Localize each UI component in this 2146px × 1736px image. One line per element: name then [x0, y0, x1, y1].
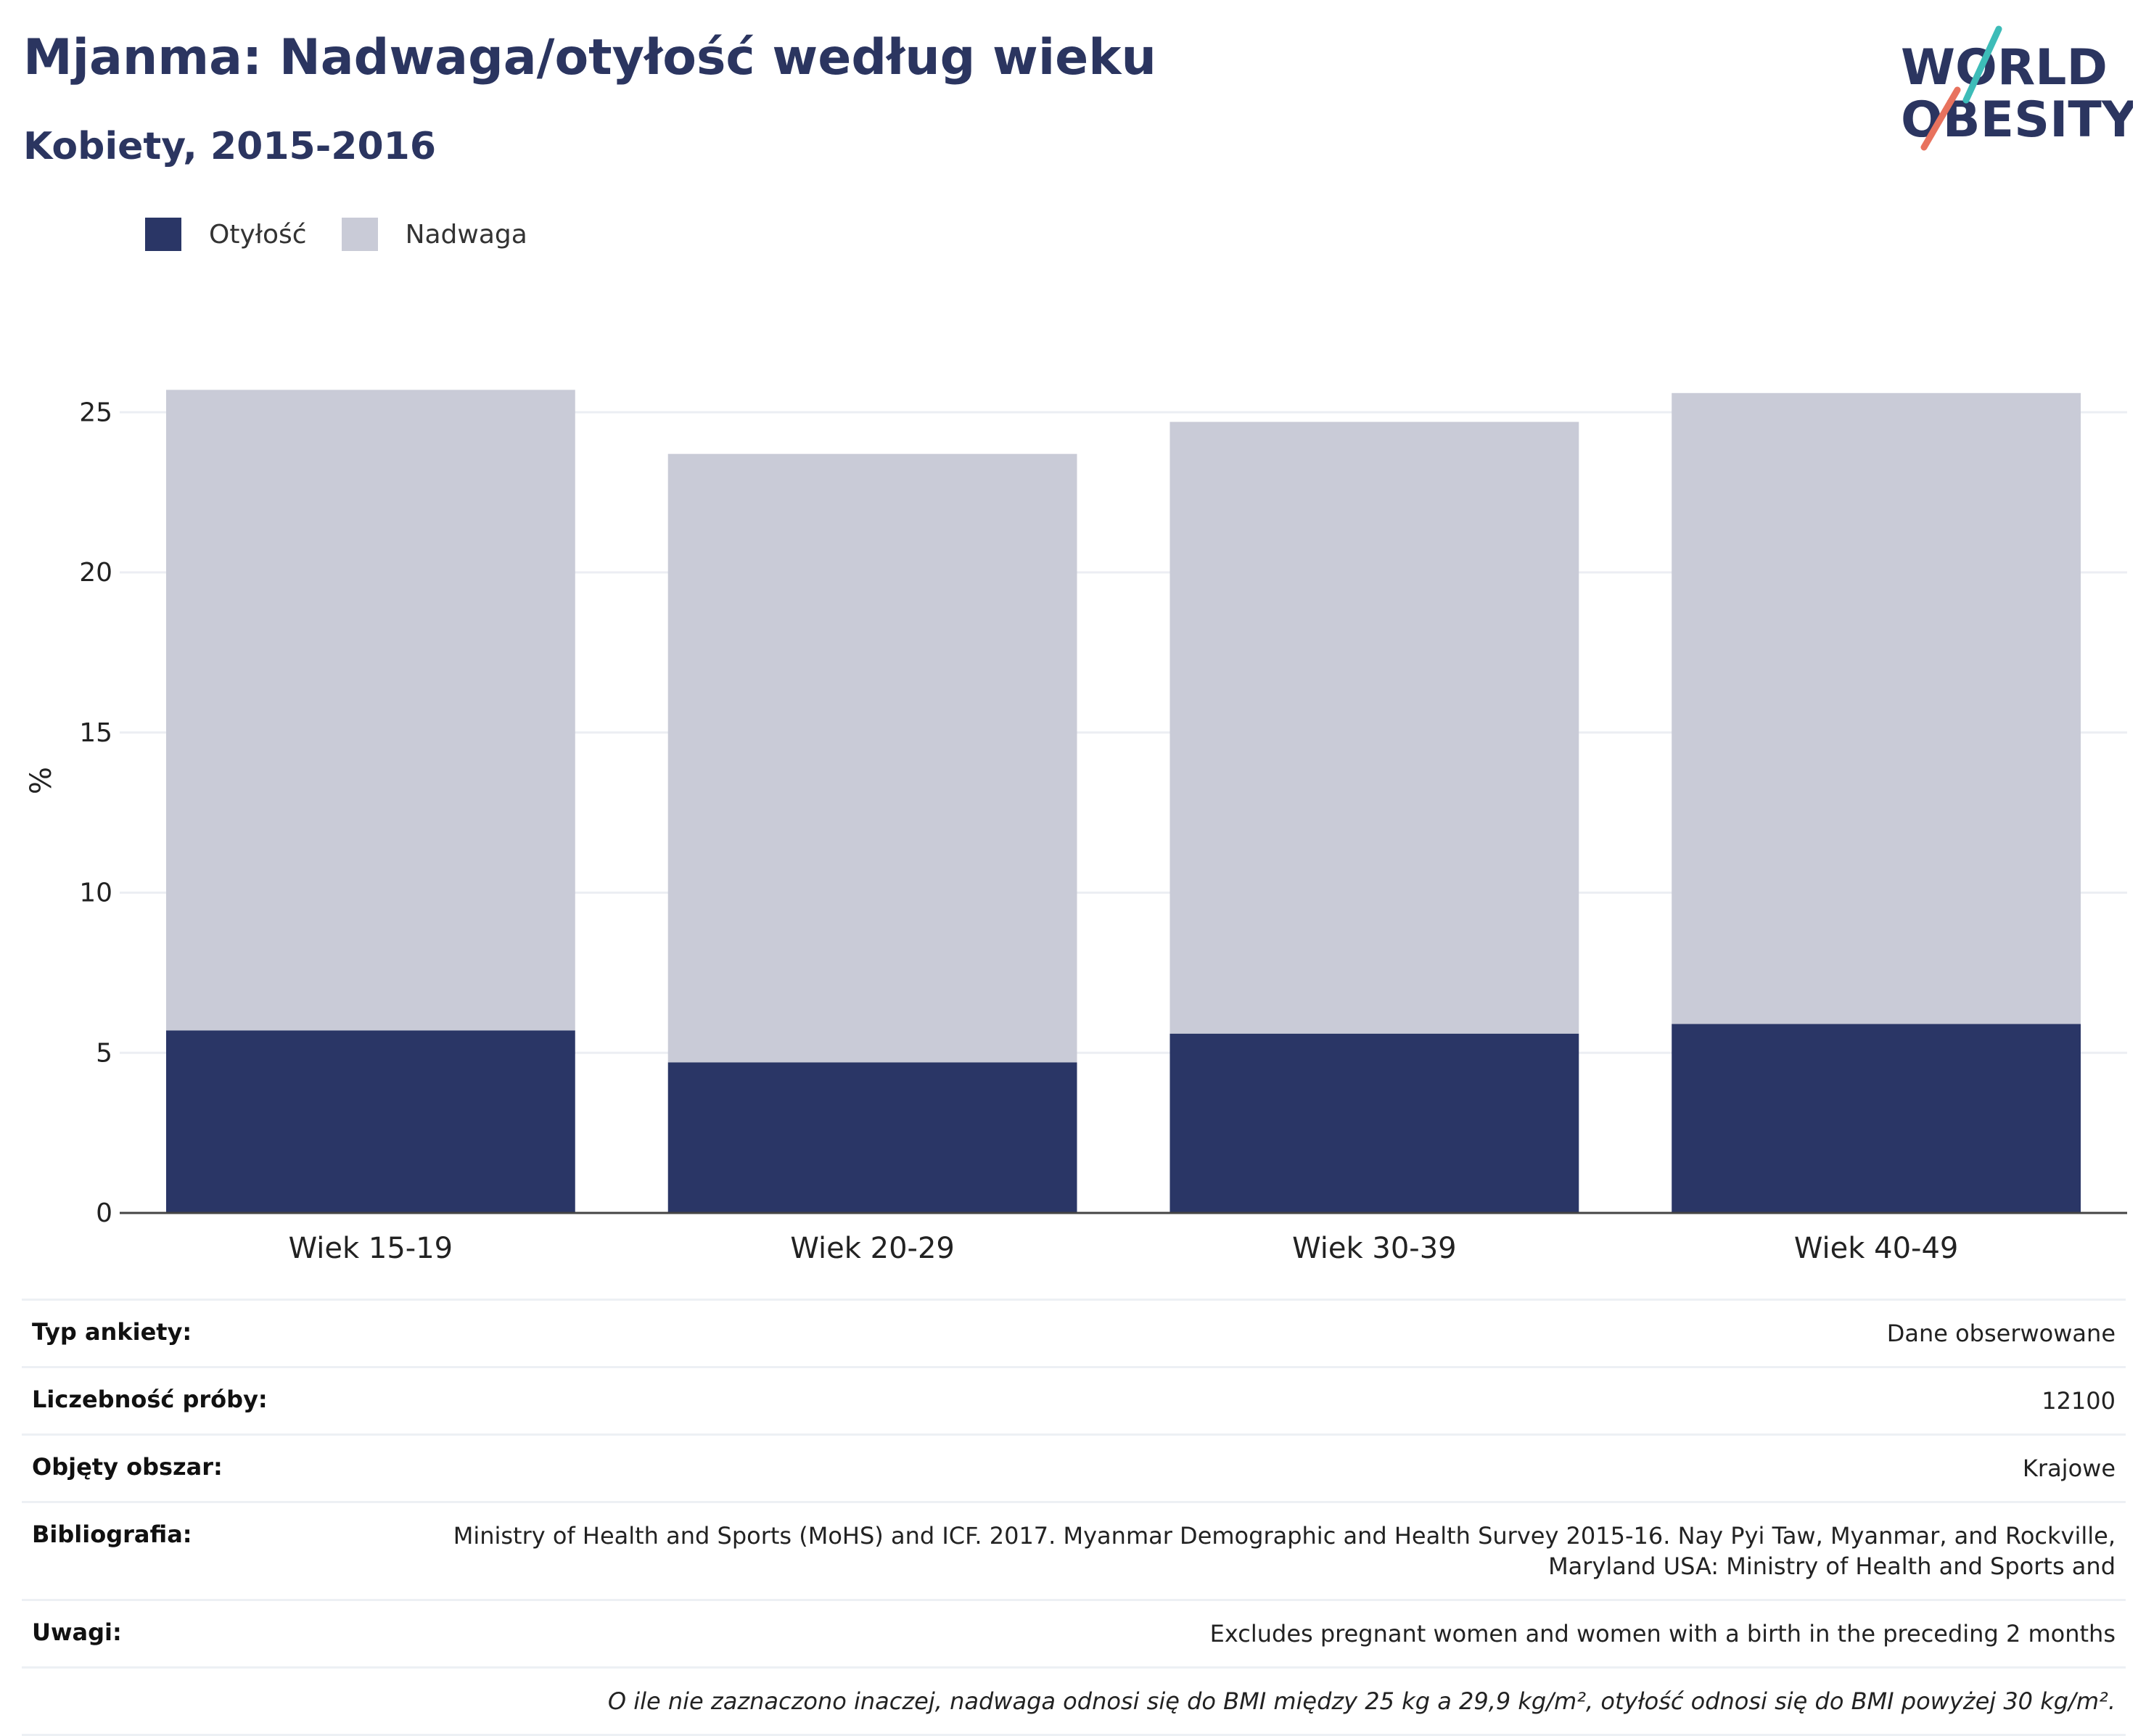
y-tick-label: 0 [96, 1198, 112, 1228]
bar-obesity-2 [667, 1062, 1077, 1213]
legend-item-obesity: Otyłość [145, 218, 307, 251]
legend-item-overweight: Nadwaga [341, 218, 527, 251]
bar-chart: 0 5 10 15 20 25 Wiek 15-19 Wiek 20-29 Wiek 30-39… [25, 390, 2127, 1265]
legend-swatch-overweight [341, 218, 378, 251]
y-tick-label: 20 [79, 558, 112, 588]
bar-overweight-2 [667, 453, 1077, 1063]
bar-overweight-1 [165, 390, 575, 1031]
legend-label-overweight: Nadwaga [405, 219, 527, 250]
bar-overweight-3 [1169, 421, 1579, 1034]
info-label: Typ ankiety: [32, 1318, 192, 1346]
info-value: Ministry of Health and Sports (MoHS) and… [453, 1522, 2116, 1580]
info-label: Uwagi: [32, 1618, 122, 1646]
info-value: 12100 [2042, 1387, 2116, 1415]
bar-obesity-3 [1169, 1033, 1579, 1213]
info-row-sample-size: Liczebność próby: 12100 [22, 1366, 2126, 1433]
info-row-bibliography: Bibliografia: Ministry of Health and Spo… [22, 1501, 2126, 1599]
y-tick-label: 15 [79, 718, 112, 748]
legend: Otyłość Nadwaga [145, 216, 562, 252]
y-tick-label: 10 [79, 879, 112, 908]
legend-label-obesity: Otyłość [209, 219, 307, 250]
info-label: Liczebność próby: [32, 1386, 268, 1413]
x-tick-label: Wiek 40-49 [1794, 1232, 1959, 1265]
info-value: Excludes pregnant women and women with a… [1209, 1620, 2116, 1647]
bar-obesity-4 [1672, 1024, 2081, 1213]
x-tick-label: Wiek 30-39 [1292, 1232, 1457, 1265]
x-tick-label: Wiek 15-19 [289, 1232, 453, 1265]
info-row-notes: Uwagi: Excludes pregnant women and women… [22, 1599, 2126, 1666]
y-axis-label: % [25, 767, 58, 794]
legend-swatch-obesity [145, 218, 181, 251]
y-tick-label: 5 [96, 1038, 112, 1068]
y-tick-label: 25 [79, 398, 112, 427]
x-tick-label: Wiek 20-29 [790, 1232, 955, 1265]
info-row-survey-type: Typ ankiety: Dane obserwowane [22, 1299, 2126, 1366]
info-label: Objęty obszar: [32, 1453, 223, 1481]
logo-line1: WORLD [1901, 39, 2108, 96]
bmi-footnote: O ile nie zaznaczono inaczej, nadwaga od… [607, 1687, 2116, 1715]
bar-overweight-4 [1672, 392, 2081, 1024]
info-label: Bibliografia: [32, 1521, 192, 1548]
world-obesity-logo: WORLD OBESITY [1901, 25, 2133, 151]
logo-stroke-teal [1962, 25, 2002, 104]
logo-stroke-coral [1920, 86, 1961, 151]
bar-obesity-1 [165, 1030, 575, 1213]
info-value: Dane obserwowane [1886, 1320, 2116, 1347]
info-row-coverage: Objęty obszar: Krajowe [22, 1433, 2126, 1501]
info-table: Typ ankiety: Dane obserwowane Liczebność… [22, 1299, 2126, 1736]
page-subtitle: Kobiety, 2015-2016 [23, 125, 437, 168]
info-value: Krajowe [2022, 1455, 2116, 1482]
page-title: Mjanma: Nadwaga/otyłość według wieku [23, 29, 1156, 86]
